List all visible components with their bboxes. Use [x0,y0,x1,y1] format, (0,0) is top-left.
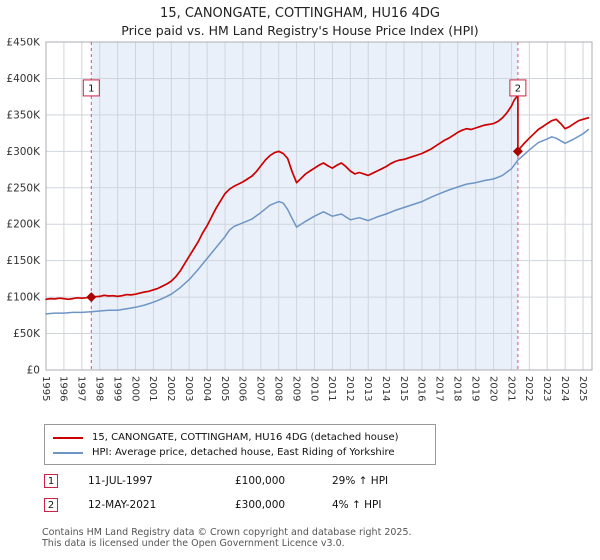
svg-text:2014: 2014 [380,376,391,401]
svg-text:2017: 2017 [434,376,445,401]
svg-text:£300K: £300K [6,146,41,158]
copyright-line-2: This data is licensed under the Open Gov… [42,538,345,549]
svg-text:£100K: £100K [6,292,41,304]
svg-text:2018: 2018 [452,376,463,401]
svg-text:2020: 2020 [487,376,498,401]
svg-text:2000: 2000 [129,376,140,401]
svg-text:2025: 2025 [577,376,588,401]
svg-text:£350K: £350K [6,109,41,121]
grid-lines [45,41,592,370]
svg-text:£200K: £200K [6,219,41,231]
svg-text:2008: 2008 [273,376,284,401]
hpi-line-swatch [53,451,83,454]
sale-1-number-badge: 1 [44,474,58,488]
svg-text:2015: 2015 [398,376,409,401]
svg-text:2021: 2021 [505,376,516,401]
legend-item-property: 15, CANONGATE, COTTINGHAM, HU16 4DG (det… [53,430,427,445]
copyright-footer: Contains HM Land Registry data © Crown c… [42,527,412,549]
sale-callout-box-1 [82,79,100,97]
svg-text:1996: 1996 [58,376,69,401]
svg-text:2024: 2024 [559,376,570,401]
chart-legend: 15, CANONGATE, COTTINGHAM, HU16 4DG (det… [44,424,436,465]
svg-text:2003: 2003 [183,376,194,401]
legend-item-hpi: HPI: Average price, detached house, East… [53,445,427,460]
sale-1-hpi-delta: 29% ↑ HPI [332,475,389,487]
sale-2-price: £300,000 [235,499,286,511]
svg-text:2002: 2002 [165,376,176,401]
legend-hpi-label: HPI: Average price, detached house, East… [92,447,395,458]
svg-text:2006: 2006 [237,376,248,401]
hpi-line [45,128,590,315]
plot-border [45,41,593,371]
page-subtitle: Price paid vs. HM Land Registry's House … [121,23,479,38]
property-price-line [45,95,590,301]
svg-text:2022: 2022 [523,376,534,401]
svg-text:£450K: £450K [6,38,41,49]
x-axis-labels: 1995 1996 1997 1998 1999 2000 2001 2002 2003 2004… [40,376,588,401]
svg-text:2011: 2011 [326,376,337,401]
svg-text:£250K: £250K [6,182,41,194]
property-line-swatch [53,436,83,439]
price-history-chart: 1 2 £0 £50K £100K £150K £200K £250K £300K £350K £4… [0,37,600,410]
svg-text:2012: 2012 [344,376,355,401]
svg-text:2009: 2009 [290,376,301,401]
svg-text:2023: 2023 [541,376,552,401]
sale-1-date: 11-JUL-1997 [88,475,153,487]
svg-text:£0: £0 [27,365,40,377]
page-title: 15, CANONGATE, COTTINGHAM, HU16 4DG [160,6,440,21]
svg-text:2007: 2007 [255,376,266,401]
sale-callout-box-2 [509,79,527,97]
svg-text:2013: 2013 [362,376,373,401]
svg-text:2016: 2016 [416,376,427,401]
sale-2-date: 12-MAY-2021 [88,499,157,511]
sale-1-price: £100,000 [235,475,286,487]
svg-text:1997: 1997 [76,376,87,401]
y-axis-labels: £0 £50K £100K £150K £200K £250K £300K £350K £400… [6,37,41,377]
svg-text:2001: 2001 [147,376,158,401]
svg-text:1999: 1999 [111,376,122,401]
svg-text:2005: 2005 [219,376,230,401]
svg-text:2019: 2019 [469,376,480,401]
svg-text:2010: 2010 [308,376,319,401]
sale-marker-1 [86,292,97,303]
svg-text:2004: 2004 [201,376,212,401]
copyright-line-1: Contains HM Land Registry data © Crown c… [42,527,412,538]
sale-callout-label-2: 2 [515,83,521,94]
svg-text:£50K: £50K [13,328,41,340]
chart-canvas: 1 2 £0 £50K £100K £150K £200K £250K £300K £350K £4… [6,37,593,401]
sale-callout-label-1: 1 [88,83,94,94]
legend-property-label: 15, CANONGATE, COTTINGHAM, HU16 4DG (det… [92,432,399,443]
svg-text:£400K: £400K [6,73,41,85]
sale-2-number-badge: 2 [44,498,58,512]
svg-text:1995: 1995 [40,376,51,401]
svg-text:1998: 1998 [94,376,105,401]
sale-marker-2 [512,146,523,157]
svg-text:£150K: £150K [6,255,41,267]
ownership-period-band [91,42,518,370]
sale-2-hpi-delta: 4% ↑ HPI [332,499,382,511]
